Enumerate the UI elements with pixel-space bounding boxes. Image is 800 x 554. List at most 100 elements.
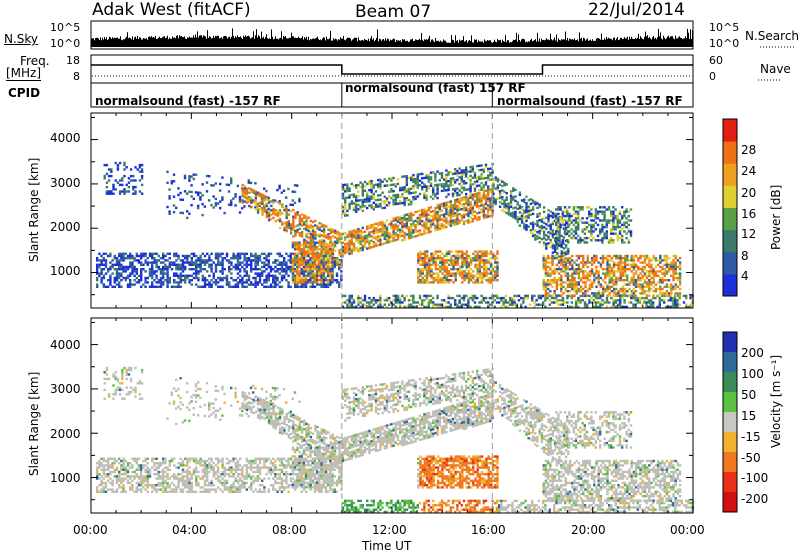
scatter-cell xyxy=(599,263,603,266)
scatter-cell xyxy=(608,279,611,282)
scatter-cell xyxy=(471,294,474,298)
scatter-cell xyxy=(98,274,101,277)
scatter-cell xyxy=(401,234,404,237)
scatter-cell xyxy=(610,276,614,280)
scatter-cell xyxy=(241,183,244,187)
scatter-cell xyxy=(447,270,451,273)
scatter-cell xyxy=(562,281,565,284)
scatter-cell xyxy=(632,265,636,269)
scatter-cell xyxy=(520,303,523,306)
scatter-cell xyxy=(368,240,371,243)
scatter-cell xyxy=(383,299,386,302)
scatter-cell xyxy=(606,261,609,264)
scatter-cell xyxy=(434,272,438,275)
scatter-cell xyxy=(188,263,191,266)
scatter-cell xyxy=(538,205,541,209)
scatter-cell xyxy=(107,254,110,258)
scatter-cell xyxy=(278,209,282,212)
scatter-cell xyxy=(416,223,419,226)
scatter-cell xyxy=(112,188,115,191)
scatter-cell xyxy=(652,290,655,293)
scatter-cell xyxy=(311,283,314,286)
scatter-cell xyxy=(434,259,438,262)
scatter-cell xyxy=(272,261,275,264)
scatter-cell xyxy=(663,294,666,298)
scatter-cell xyxy=(593,274,596,277)
scatter-cell xyxy=(396,224,400,228)
scatter-cell xyxy=(195,259,198,262)
scatter-cell xyxy=(418,213,422,217)
scatter-cell xyxy=(254,276,257,280)
scatter-cell xyxy=(484,165,488,169)
scatter-cell xyxy=(291,241,295,244)
scatter-cell xyxy=(350,252,353,255)
scatter-cell xyxy=(423,183,426,186)
scatter-cell xyxy=(265,285,268,288)
scatter-cell xyxy=(115,270,119,273)
vel-cb-tick-50: 50 xyxy=(741,388,757,402)
scatter-cell xyxy=(192,261,196,264)
scatter-cell xyxy=(542,279,545,282)
scatter-cell xyxy=(307,227,310,230)
scatter-cell xyxy=(460,180,463,183)
scatter-cell xyxy=(465,261,468,264)
scatter-cell xyxy=(630,263,633,266)
scatter-cell xyxy=(547,237,550,241)
scatter-cell xyxy=(399,303,402,306)
scatter-cell xyxy=(527,199,530,202)
scatter-cell xyxy=(289,268,292,271)
scatter-cell xyxy=(372,241,375,244)
scatter-cell xyxy=(556,243,559,246)
scatter-cell xyxy=(520,296,523,300)
scatter-cell xyxy=(440,174,444,177)
scatter-cell xyxy=(626,279,629,282)
scatter-cell xyxy=(245,259,248,262)
scatter-cell xyxy=(652,257,655,260)
scatter-cell xyxy=(555,230,558,233)
scatter-cell xyxy=(676,303,679,306)
scatter-cell xyxy=(357,296,360,300)
scatter-cell xyxy=(228,270,231,273)
scatter-cell xyxy=(230,257,233,260)
scatter-cell xyxy=(553,248,557,251)
scatter-cell xyxy=(623,268,627,271)
scatter-cell xyxy=(399,296,402,300)
scatter-cell xyxy=(112,185,115,189)
scatter-cell xyxy=(476,205,479,208)
scatter-cell xyxy=(605,305,609,309)
scatter-cell xyxy=(670,292,673,295)
scatter-cell xyxy=(445,201,448,204)
scatter-cell xyxy=(467,299,470,302)
scatter-cell xyxy=(525,224,528,227)
scatter-cell xyxy=(590,214,593,218)
scatter-cell xyxy=(148,252,152,255)
scatter-cell xyxy=(315,256,319,260)
scatter-cell xyxy=(399,189,402,192)
scatter-cell xyxy=(612,274,616,277)
scatter-cell xyxy=(341,212,345,215)
scatter-cell xyxy=(254,283,257,286)
scatter-cell xyxy=(120,285,123,288)
scatter-cell xyxy=(482,216,485,220)
scatter-cell xyxy=(293,245,297,249)
scatter-cell xyxy=(197,270,200,273)
scatter-cell xyxy=(302,272,306,275)
xtick-1600: 16:00 xyxy=(471,523,506,537)
scatter-cell xyxy=(133,270,136,273)
scatter-cell xyxy=(217,261,220,264)
scatter-cell xyxy=(195,274,198,277)
scatter-cell xyxy=(352,244,356,248)
scatter-cell xyxy=(447,193,450,196)
scatter-cell xyxy=(436,303,439,306)
scatter-cell xyxy=(665,305,668,309)
scatter-cell xyxy=(623,279,627,282)
scatter-cell xyxy=(597,276,600,280)
scatter-cell xyxy=(155,281,158,284)
scatter-cell xyxy=(173,285,176,288)
scatter-cell xyxy=(368,197,371,201)
scatter-cell xyxy=(309,267,312,271)
scatter-cell xyxy=(282,189,286,192)
scatter-cell xyxy=(322,276,325,280)
scatter-cell xyxy=(476,184,479,188)
scatter-cell xyxy=(560,285,563,288)
